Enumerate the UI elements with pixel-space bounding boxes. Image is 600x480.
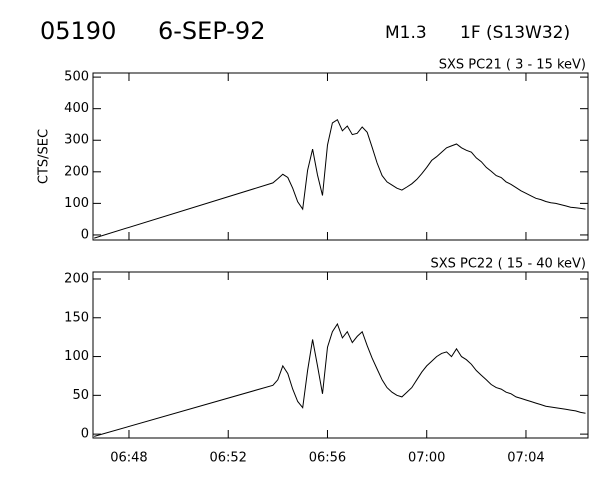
flare-info: 1F (S13W32) bbox=[460, 23, 570, 43]
y-tick-label: 300 bbox=[64, 133, 89, 148]
goes-class: M1.3 bbox=[385, 23, 427, 43]
plot-frame bbox=[92, 72, 589, 241]
data-line bbox=[94, 118, 586, 239]
event-id: 05190 bbox=[40, 17, 116, 45]
y-tick-label: 100 bbox=[64, 196, 89, 211]
y-tick-label: 0 bbox=[81, 427, 89, 442]
panel-title: SXS PC21 ( 3 - 15 keV) bbox=[439, 58, 586, 73]
y-tick-label: 200 bbox=[64, 164, 89, 179]
y-axis-label: CTS/SEC bbox=[37, 129, 52, 184]
plot-frame bbox=[92, 271, 589, 439]
x-tick-label: 07:04 bbox=[507, 451, 544, 466]
y-tick-label: 400 bbox=[64, 101, 89, 116]
x-tick-label: 07:00 bbox=[408, 451, 445, 466]
y-tick-label: 50 bbox=[72, 388, 89, 403]
x-tick-label: 06:48 bbox=[110, 451, 147, 466]
x-tick-label: 06:56 bbox=[309, 451, 346, 466]
y-tick-label: 0 bbox=[81, 227, 89, 242]
y-tick-label: 500 bbox=[64, 70, 89, 85]
y-tick-label: 200 bbox=[64, 271, 89, 286]
y-tick-label: 150 bbox=[64, 310, 89, 325]
event-date: 6-SEP-92 bbox=[158, 17, 265, 45]
y-tick-label: 100 bbox=[64, 349, 89, 364]
data-line bbox=[94, 322, 586, 437]
panel-title: SXS PC22 ( 15 - 40 keV) bbox=[430, 257, 586, 272]
x-tick-label: 06:52 bbox=[209, 451, 246, 466]
